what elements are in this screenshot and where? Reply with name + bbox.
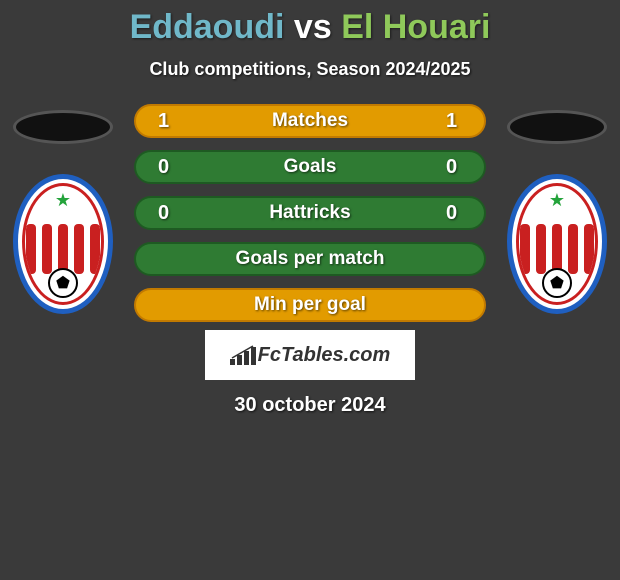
stat-right-value: 1: [446, 110, 462, 133]
star-icon: ★: [519, 190, 595, 222]
player1-name: Eddaoudi: [130, 8, 285, 46]
stat-bar-goals-per-match: Goals per match: [134, 242, 486, 276]
player2-name: El Houari: [341, 8, 490, 46]
content-row: ★ ⬟ 1 Matches 1 0 Goals 0 0 Hattricks 0 Goals per…: [0, 104, 620, 322]
chart-icon: [230, 345, 256, 365]
stat-bar-matches: 1 Matches 1: [134, 104, 486, 138]
stat-label: Hattricks: [269, 202, 350, 224]
stats-column: 1 Matches 1 0 Goals 0 0 Hattricks 0 Goals per mat…: [118, 104, 502, 322]
left-player-placeholder: [13, 110, 113, 144]
stat-label: Matches: [272, 110, 348, 132]
right-column: ★ ⬟: [502, 104, 612, 314]
date-text: 30 october 2024: [0, 394, 620, 417]
comparison-card: Eddaoudi vs El Houari Club competitions,…: [0, 0, 620, 580]
stat-right-value: 0: [446, 156, 462, 179]
stat-right-value: 0: [446, 202, 462, 225]
stat-label: Goals per match: [236, 248, 385, 270]
left-club-badge: ★ ⬟: [13, 174, 113, 314]
stat-left-value: 0: [158, 156, 174, 179]
vs-text: vs: [294, 8, 332, 46]
stat-bar-hattricks: 0 Hattricks 0: [134, 196, 486, 230]
stat-label: Goals: [284, 156, 337, 178]
right-player-placeholder: [507, 110, 607, 144]
page-title: Eddaoudi vs El Houari: [0, 0, 620, 47]
star-icon: ★: [25, 190, 101, 222]
stat-left-value: 0: [158, 202, 174, 225]
ball-icon: ⬟: [542, 268, 572, 298]
stat-label: Min per goal: [254, 294, 366, 316]
right-club-badge: ★ ⬟: [507, 174, 607, 314]
stat-left-value: 1: [158, 110, 174, 133]
brand-text: FcTables.com: [258, 344, 391, 367]
brand-badge: FcTables.com: [205, 330, 415, 380]
left-column: ★ ⬟: [8, 104, 118, 314]
stat-bar-min-per-goal: Min per goal: [134, 288, 486, 322]
subtitle: Club competitions, Season 2024/2025: [0, 59, 620, 80]
stat-bar-goals: 0 Goals 0: [134, 150, 486, 184]
ball-icon: ⬟: [48, 268, 78, 298]
